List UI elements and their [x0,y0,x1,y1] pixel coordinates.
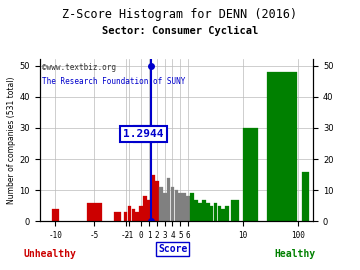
Bar [198,203,202,221]
Text: Sector: Consumer Cyclical: Sector: Consumer Cyclical [102,26,258,36]
Bar [128,206,131,221]
Bar [221,209,225,221]
Bar [190,193,194,221]
Bar [139,206,143,221]
Bar [194,200,198,221]
Bar [179,193,182,221]
Text: ©www.textbiz.org: ©www.textbiz.org [42,63,116,72]
Bar [143,197,147,221]
Bar [163,193,167,221]
Text: Score: Score [158,244,188,254]
Text: 1.2944: 1.2944 [123,129,164,139]
Y-axis label: Number of companies (531 total): Number of companies (531 total) [8,77,17,204]
Text: Z-Score Histogram for DENN (2016): Z-Score Histogram for DENN (2016) [62,8,298,21]
Bar [186,197,190,221]
Bar [51,209,59,221]
Bar [213,203,217,221]
Bar [167,178,170,221]
Bar [217,206,221,221]
Bar [131,209,135,221]
Text: The Research Foundation of SUNY: The Research Foundation of SUNY [42,77,186,86]
Bar [267,72,297,221]
Bar [175,190,178,221]
Bar [302,171,309,221]
Bar [155,181,159,221]
Bar [231,200,239,221]
Bar [159,187,163,221]
Text: Healthy: Healthy [275,249,316,259]
Bar [210,206,213,221]
Bar [151,175,155,221]
Text: Unhealthy: Unhealthy [24,249,77,259]
Bar [135,212,139,221]
Bar [124,212,127,221]
Bar [114,212,121,221]
Bar [183,193,186,221]
Bar [87,203,102,221]
Bar [225,206,229,221]
Bar [243,128,258,221]
Bar [147,200,151,221]
Bar [171,187,174,221]
Bar [206,203,210,221]
Bar [202,200,206,221]
